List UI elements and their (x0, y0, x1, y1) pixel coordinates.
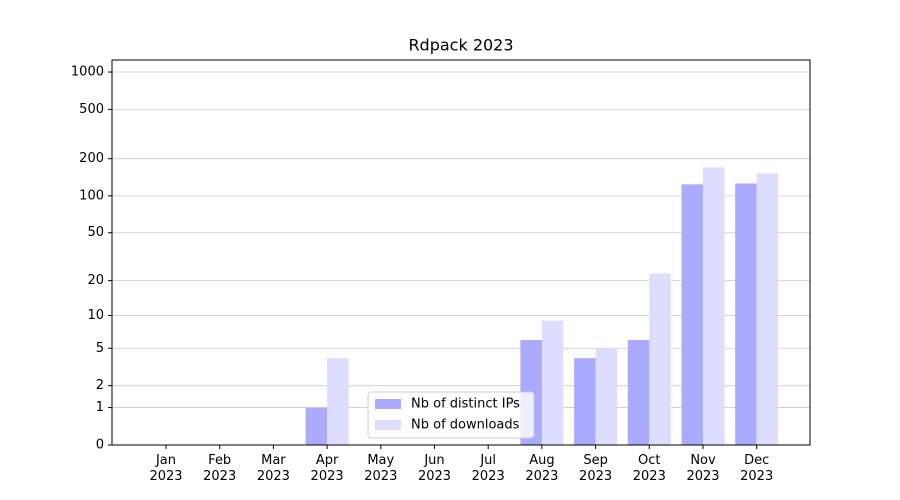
x-tick-label: May 2023 (364, 453, 398, 484)
grid (112, 71, 810, 446)
x-tick-label: Dec 2023 (740, 453, 774, 484)
legend: Nb of distinct IPs Nb of downloads (367, 391, 535, 439)
x-tick-label: Sep 2023 (579, 453, 613, 484)
plot-frame (111, 59, 811, 446)
x-tick-label: Jan 2023 (149, 453, 183, 484)
x-tick-label: Apr 2023 (310, 453, 344, 484)
y-tick-label: 200 (79, 151, 104, 166)
y-tick-label: 20 (87, 273, 104, 288)
bar (574, 358, 596, 445)
bar (681, 184, 703, 446)
y-tick-label: 1 (96, 400, 104, 415)
bar (627, 339, 650, 445)
x-tick-label: Mar 2023 (256, 453, 290, 484)
bar (595, 348, 618, 445)
legend-label: Nb of distinct IPs (411, 397, 520, 412)
bar (756, 173, 779, 445)
y-tick-label: 1000 (71, 65, 104, 80)
y-tick-label: 500 (79, 102, 104, 117)
legend-label: Nb of downloads (411, 418, 520, 433)
x-tick-label: Jul 2023 (471, 453, 505, 484)
bar (703, 167, 725, 445)
chart-title: Rdpack 2023 (408, 36, 513, 55)
bar (541, 320, 564, 445)
legend-swatch (375, 399, 401, 409)
x-tick-label: Nov 2023 (686, 453, 720, 484)
legend-frame (367, 391, 535, 439)
bar (305, 407, 328, 445)
bar (649, 273, 671, 445)
x-tick-label: Feb 2023 (203, 453, 237, 484)
x-tick-label: Jun 2023 (417, 453, 452, 484)
y-tick-label: 10 (87, 308, 104, 323)
bar (327, 358, 349, 445)
y-tick-label: 5 (96, 341, 104, 356)
y-tick-label: 2 (96, 378, 104, 393)
bar (735, 183, 757, 445)
y-tick-label: 100 (79, 188, 104, 203)
x-tick-label: Oct 2023 (632, 453, 666, 484)
y-tick-label: 0 (96, 438, 104, 453)
legend-swatch (375, 420, 401, 430)
x-tick-label: Aug 2023 (525, 453, 559, 484)
y-tick-label: 50 (87, 225, 104, 240)
